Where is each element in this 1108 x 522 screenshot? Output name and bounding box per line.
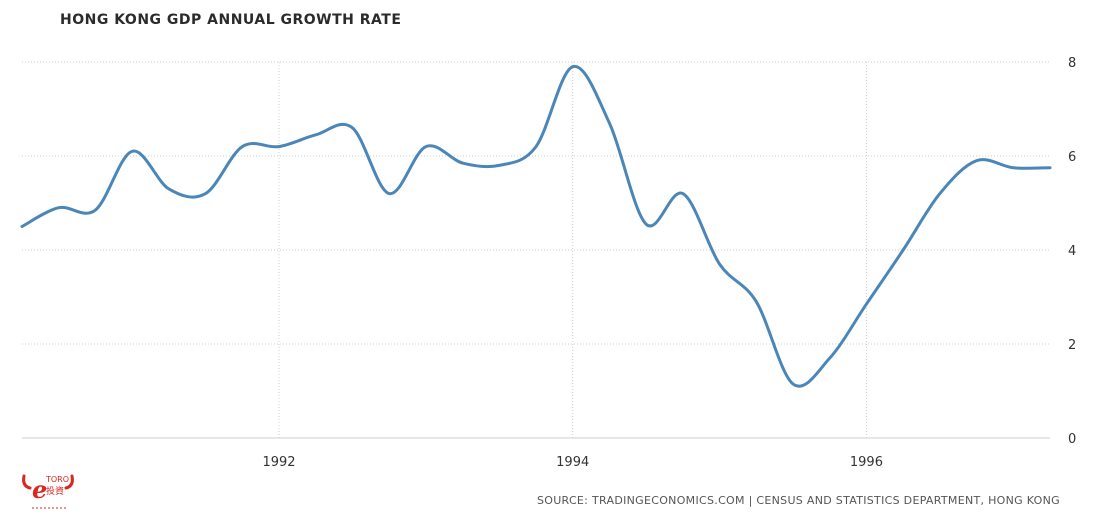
x-tick-label: 1992 bbox=[262, 455, 295, 470]
etoro-logo: e TORO 投資 bbox=[20, 462, 80, 518]
gridlines bbox=[22, 61, 1050, 439]
series-line-gdp-growth bbox=[20, 65, 1052, 388]
y-tick-label: 6 bbox=[1068, 150, 1076, 165]
y-tick-label: 8 bbox=[1068, 56, 1076, 71]
y-tick-label: 4 bbox=[1068, 244, 1076, 259]
x-tick-label: 1996 bbox=[850, 455, 883, 470]
logo-letter: e bbox=[32, 475, 47, 504]
y-axis-ticks: 0 2 4 6 8 bbox=[1068, 56, 1076, 447]
x-axis-ticks: 1992 1994 1996 bbox=[262, 455, 883, 470]
logo-subtext: 投資 bbox=[46, 485, 64, 497]
y-tick-label: 2 bbox=[1068, 338, 1076, 353]
chart-title: HONG KONG GDP ANNUAL GROWTH RATE bbox=[60, 12, 402, 28]
etoro-logo-icon: e TORO 投資 bbox=[22, 474, 74, 509]
y-tick-label: 0 bbox=[1068, 432, 1076, 447]
source-note: SOURCE: TRADINGECONOMICS.COM | CENSUS AN… bbox=[536, 494, 1060, 507]
logo-wordmark: TORO bbox=[45, 475, 69, 484]
x-tick-label: 1994 bbox=[556, 455, 589, 470]
